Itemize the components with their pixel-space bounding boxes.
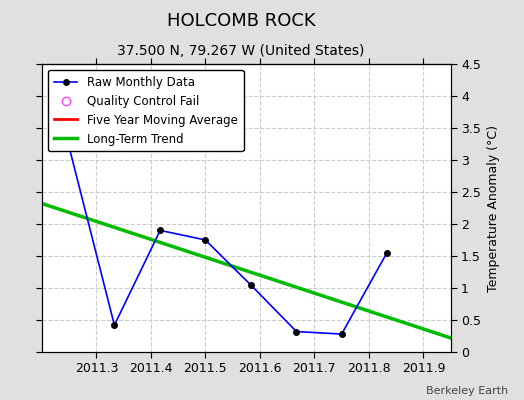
Text: 37.500 N, 79.267 W (United States): 37.500 N, 79.267 W (United States) [117,44,365,58]
Text: HOLCOMB ROCK: HOLCOMB ROCK [167,12,315,30]
Text: Berkeley Earth: Berkeley Earth [426,386,508,396]
Legend: Raw Monthly Data, Quality Control Fail, Five Year Moving Average, Long-Term Tren: Raw Monthly Data, Quality Control Fail, … [48,70,244,152]
Y-axis label: Temperature Anomaly (°C): Temperature Anomaly (°C) [487,124,499,292]
